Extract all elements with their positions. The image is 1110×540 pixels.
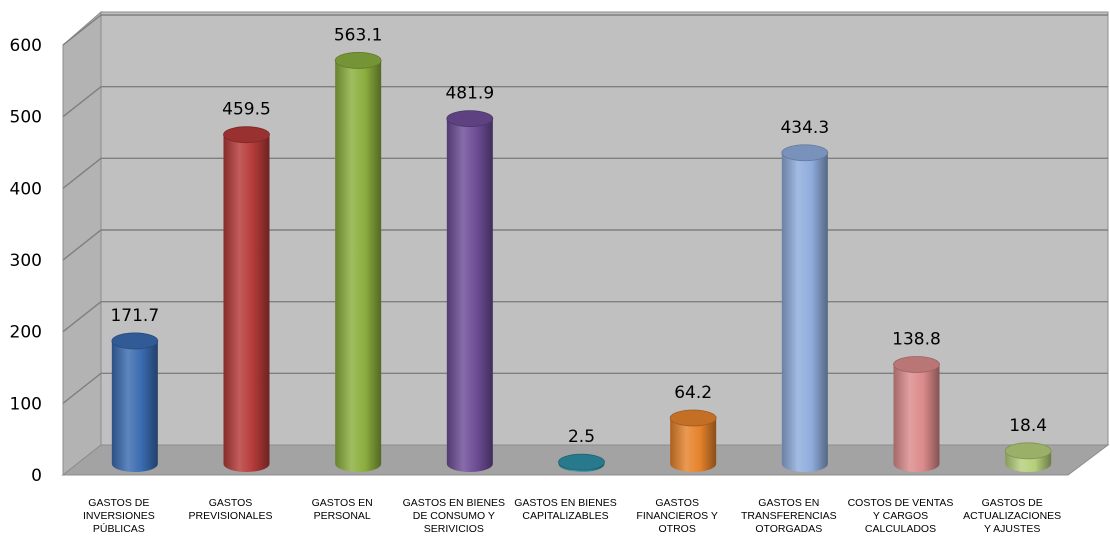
bar-top <box>223 126 270 144</box>
y-tick-label: 400 <box>10 179 42 199</box>
x-tick-label: GASTOS EN BIENES CAPITALIZABLES <box>514 497 617 522</box>
y-tick-label: 300 <box>10 251 42 271</box>
gridline <box>62 372 1108 404</box>
y-axis: 0 100 200 300 400 500 600 <box>10 36 42 486</box>
x-tick-label: COSTOS DE VENTAS Y CARGOS CALCULADOS <box>848 497 954 535</box>
bar-body <box>893 364 940 472</box>
data-label: 459.5 <box>222 100 271 120</box>
bar <box>669 409 717 472</box>
bar-top <box>893 356 940 373</box>
side-wall <box>62 10 102 477</box>
gridline <box>62 300 1108 333</box>
y-tick-label: 500 <box>10 108 42 128</box>
bar-body <box>335 60 382 472</box>
y-tick-label: 0 <box>31 466 42 486</box>
bar-top <box>446 110 494 128</box>
y-tick-label: 100 <box>10 394 42 414</box>
x-tick-label: GASTOS DE INVERSIONES PÚBLICAS <box>83 497 155 535</box>
bar <box>223 126 270 473</box>
bars <box>111 52 1052 473</box>
bar-body <box>781 152 828 473</box>
x-tick-label: GASTOS EN PERSONAL <box>312 497 373 522</box>
data-label: 563.1 <box>334 25 383 45</box>
data-label: 434.3 <box>780 118 829 138</box>
bar <box>558 453 605 472</box>
bar-top <box>1004 442 1052 460</box>
gridline <box>62 157 1108 189</box>
data-label: 18.4 <box>1009 416 1047 436</box>
x-tick-label: GASTOS DE ACTUALIZACIONES Y AJUSTES <box>963 497 1061 535</box>
x-tick-label: GASTOS EN TRANSFERENCIAS OTORGADAS <box>741 497 837 535</box>
gridline <box>62 229 1108 261</box>
bar-body <box>670 417 717 472</box>
gridline <box>62 85 1108 118</box>
bar-body <box>223 134 270 473</box>
x-tick-label: GASTOS EN BIENES DE CONSUMO Y SERIVICIOS <box>403 497 506 535</box>
x-tick-label: GASTOS PREVISIONALES <box>188 497 272 522</box>
bar-body <box>111 340 158 472</box>
y-tick-label: 200 <box>10 323 42 343</box>
data-label: 171.7 <box>110 306 159 326</box>
x-tick-label: GASTOS FINANCIEROS Y OTROS <box>636 497 718 535</box>
bar <box>1004 442 1052 472</box>
bar <box>334 52 382 472</box>
bar-top <box>669 409 717 427</box>
gridlines <box>62 14 1108 404</box>
bar <box>893 356 940 472</box>
data-label: 138.8 <box>892 330 941 350</box>
data-label: 2.5 <box>568 427 595 447</box>
x-axis: GASTOS DE INVERSIONES PÚBLICAS GASTOS PREVIS… <box>83 497 1061 535</box>
bar-body <box>446 118 493 472</box>
bar <box>446 110 494 472</box>
gridline <box>62 14 1108 46</box>
y-tick-label: 600 <box>10 36 42 56</box>
data-label: 481.9 <box>445 84 494 104</box>
value-labels: 171.7 459.5 563.1 481.9 2.5 64.2 434.3 138.8 18.… <box>110 25 1047 447</box>
bar <box>781 144 829 473</box>
bar-top <box>334 52 382 69</box>
bar-top <box>558 453 605 471</box>
bar-top <box>111 332 159 350</box>
bar <box>111 332 159 472</box>
bar-top <box>781 144 829 162</box>
data-label: 64.2 <box>674 383 712 403</box>
